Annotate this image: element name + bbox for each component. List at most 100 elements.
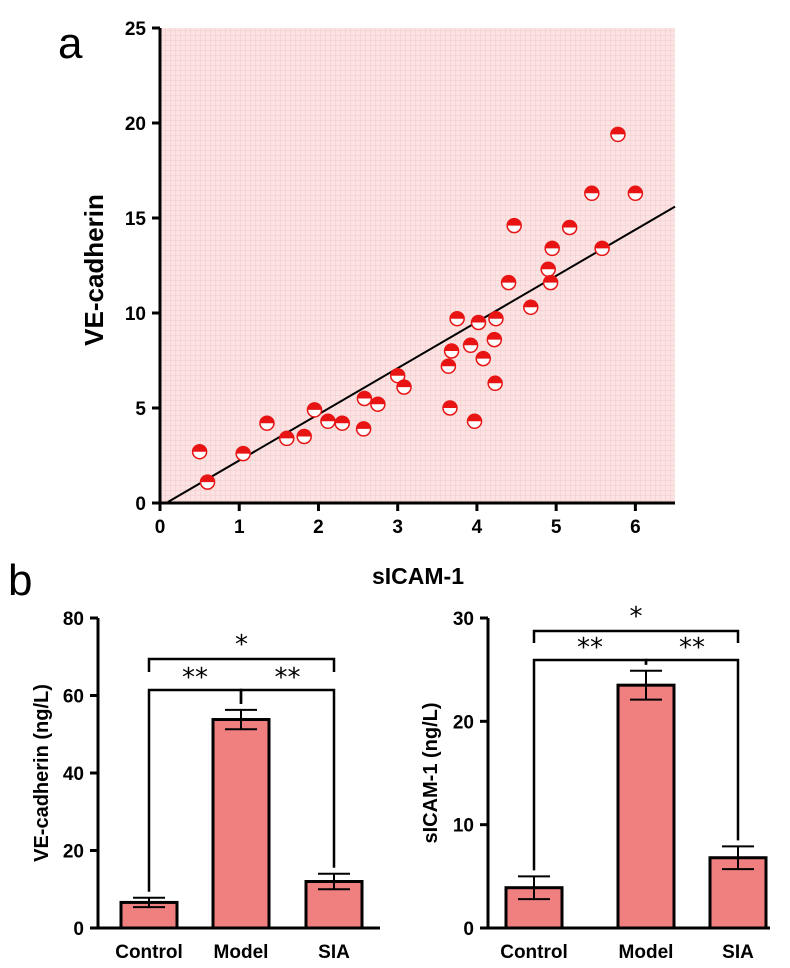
scatter-point: [442, 400, 458, 416]
scatter-x-tick-label: 2: [313, 517, 324, 538]
bar2-y-tick-label: 10: [453, 816, 474, 837]
panel-label-b: b: [8, 556, 32, 605]
bar1-category-label: Control: [115, 942, 183, 963]
bar1-y-tick-label: 60: [63, 687, 84, 708]
scatter-point: [235, 445, 251, 462]
bar2-category-label: Model: [619, 942, 674, 963]
scatter-point: [334, 415, 350, 431]
scatter-point-fill: [595, 241, 610, 249]
scatter-point: [259, 415, 275, 431]
bar2-significance-bracket: [532, 629, 740, 643]
scatter-point-fill: [543, 275, 558, 283]
bar1-significance-label: **: [182, 663, 208, 693]
scatter-point-fill: [545, 241, 560, 249]
scatter-point-fill: [562, 220, 577, 228]
scatter-point: [370, 396, 386, 412]
scatter-point: [610, 126, 626, 143]
scatter-point: [191, 443, 208, 460]
scatter-y-tick-label: 25: [125, 19, 147, 40]
scatter-chart: 0 5 10 15 20 25 0 1 2 3 4 5 6 sICAM-1 VE-cadherin: [79, 19, 676, 589]
scatter-point: [355, 421, 372, 437]
bar1-y-tick-label: 0: [73, 919, 84, 940]
scatter-point: [470, 314, 487, 331]
scatter-point: [540, 261, 556, 278]
scatter-point: [523, 299, 539, 316]
scatter-point-fill: [192, 444, 207, 452]
scatter-point: [199, 474, 216, 490]
scatter-point-fill: [397, 380, 412, 388]
scatter-point: [389, 367, 406, 384]
panel-label-a: a: [58, 19, 83, 68]
scatter-plot-area: [160, 28, 675, 503]
scatter-y-tick-label: 15: [125, 209, 147, 230]
scatter-point-fill: [523, 300, 538, 308]
scatter-y-tick-label: 0: [135, 494, 146, 515]
scatter-point-fill: [357, 391, 372, 399]
scatter-point-fill: [488, 376, 503, 384]
scatter-point: [440, 358, 457, 374]
bar1-significance-bracket: [239, 688, 336, 868]
bar2-y-tick-label: 0: [463, 919, 474, 940]
scatter-point-fill: [487, 332, 502, 340]
scatter-point-fill: [441, 359, 456, 367]
bar1-y-axis-title: VE-cadherin (ng/L): [31, 684, 53, 862]
scatter-y-tick-label: 20: [125, 114, 146, 135]
scatter-point: [627, 185, 644, 202]
scatter-point: [584, 185, 600, 202]
scatter-point-fill: [444, 344, 459, 351]
scatter-point: [488, 310, 504, 327]
bar1-significance-label: **: [275, 663, 301, 693]
bar1-bar: [211, 718, 271, 930]
scatter-point-fill: [584, 186, 599, 194]
scatter-point: [449, 310, 465, 327]
scatter-point-fill: [307, 402, 322, 410]
scatter-point-fill: [507, 218, 522, 226]
scatter-point-fill: [450, 311, 465, 319]
bar2-bar: [616, 683, 676, 930]
bar2-significance-label: *: [630, 602, 643, 632]
scatter-x-tick-label: 0: [155, 517, 166, 538]
scatter-point: [443, 343, 460, 359]
bar1-category-label: SIA: [318, 942, 350, 963]
scatter-point-fill: [463, 338, 478, 346]
scatter-point-fill: [236, 446, 251, 454]
scatter-point-fill: [370, 397, 385, 405]
scatter-point-fill: [476, 351, 491, 359]
scatter-point: [306, 402, 323, 418]
scatter-point: [320, 413, 336, 430]
scatter-point-fill: [488, 311, 503, 319]
scatter-y-tick-label: 5: [135, 399, 146, 420]
scatter-point-fill: [628, 186, 643, 194]
scatter-point: [506, 217, 522, 234]
bar2-y-tick-label: 20: [453, 712, 474, 733]
scatter-point-fill: [335, 416, 350, 424]
scatter-point: [594, 240, 610, 257]
bar2-significance-label: **: [577, 633, 603, 663]
scatter-point-fill: [320, 414, 335, 422]
scatter-point: [544, 240, 560, 257]
scatter-x-tick-label: 4: [472, 517, 483, 538]
scatter-x-axis-title: sICAM-1: [372, 563, 464, 589]
scatter-point: [486, 331, 503, 348]
bar2-category-label: Control: [500, 942, 568, 963]
scatter-y-axis-title: VE-cadherin: [79, 194, 109, 346]
scatter-point: [396, 379, 412, 395]
scatter-x-tick-label: 3: [392, 517, 403, 538]
scatter-point-fill: [610, 127, 625, 135]
bar1-y-tick-label: 80: [63, 609, 84, 630]
regression-line: [167, 205, 676, 503]
scatter-point-fill: [467, 414, 482, 422]
bar2-category-label: SIA: [722, 942, 754, 963]
scatter-point: [462, 337, 479, 354]
scatter-point-fill: [200, 475, 215, 483]
scatter-point-fill: [501, 275, 516, 283]
scatter-point: [542, 274, 559, 291]
scatter-point: [487, 375, 503, 392]
bar2-significance-bracket: [644, 658, 740, 841]
scatter-point: [296, 428, 312, 445]
bar1-significance-bracket: [147, 657, 336, 672]
scatter-x-tick-label: 5: [551, 517, 562, 538]
